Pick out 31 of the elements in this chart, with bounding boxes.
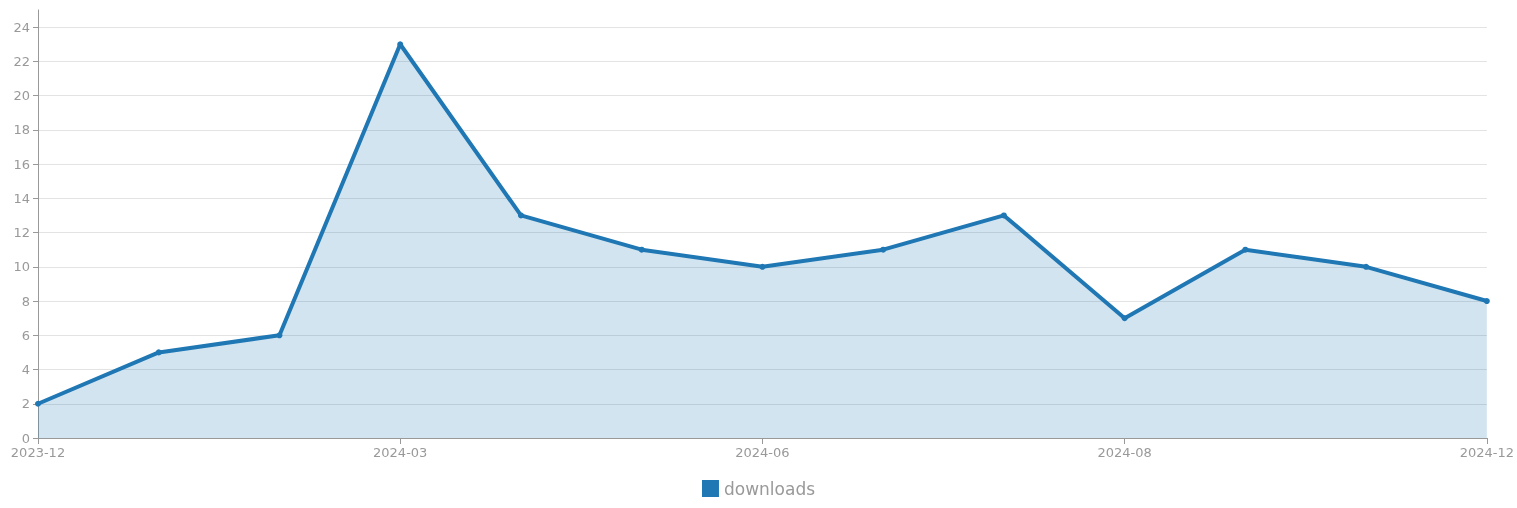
y-tick-label: 12 <box>13 225 30 241</box>
point <box>1363 263 1370 270</box>
point <box>759 263 766 270</box>
point <box>1000 212 1007 219</box>
point <box>880 246 887 253</box>
point <box>155 349 162 356</box>
y-tick-label: 14 <box>13 190 30 206</box>
y-tick-label: 2 <box>21 396 30 412</box>
x-tick-label: 2023-12 <box>10 445 66 460</box>
y-tick-label: 20 <box>13 88 30 104</box>
y-tick-label: 0 <box>21 430 30 446</box>
y-tick-label: 6 <box>21 327 30 343</box>
legend-label: downloads <box>723 478 816 499</box>
point <box>1242 246 1249 253</box>
point <box>517 212 524 219</box>
x-tick-label: 2024-06 <box>735 445 790 460</box>
point <box>35 400 41 407</box>
y-tick-label: 22 <box>13 53 30 69</box>
x-tick-label: 2024-12 <box>1459 445 1515 460</box>
x-tick-label: 2024-08 <box>1097 445 1152 460</box>
y-tick-label: 4 <box>21 362 30 378</box>
y-tick-label: 8 <box>21 293 30 309</box>
y-tick-label: 10 <box>13 259 30 275</box>
y-tick-label: 18 <box>13 122 30 138</box>
point <box>1121 315 1128 322</box>
point <box>638 246 645 253</box>
y-tick-label: 16 <box>13 156 30 172</box>
y-tick-label: 24 <box>13 19 30 35</box>
x-tick-label: 2024-03 <box>373 445 428 460</box>
point <box>1483 298 1490 305</box>
point <box>276 332 283 339</box>
